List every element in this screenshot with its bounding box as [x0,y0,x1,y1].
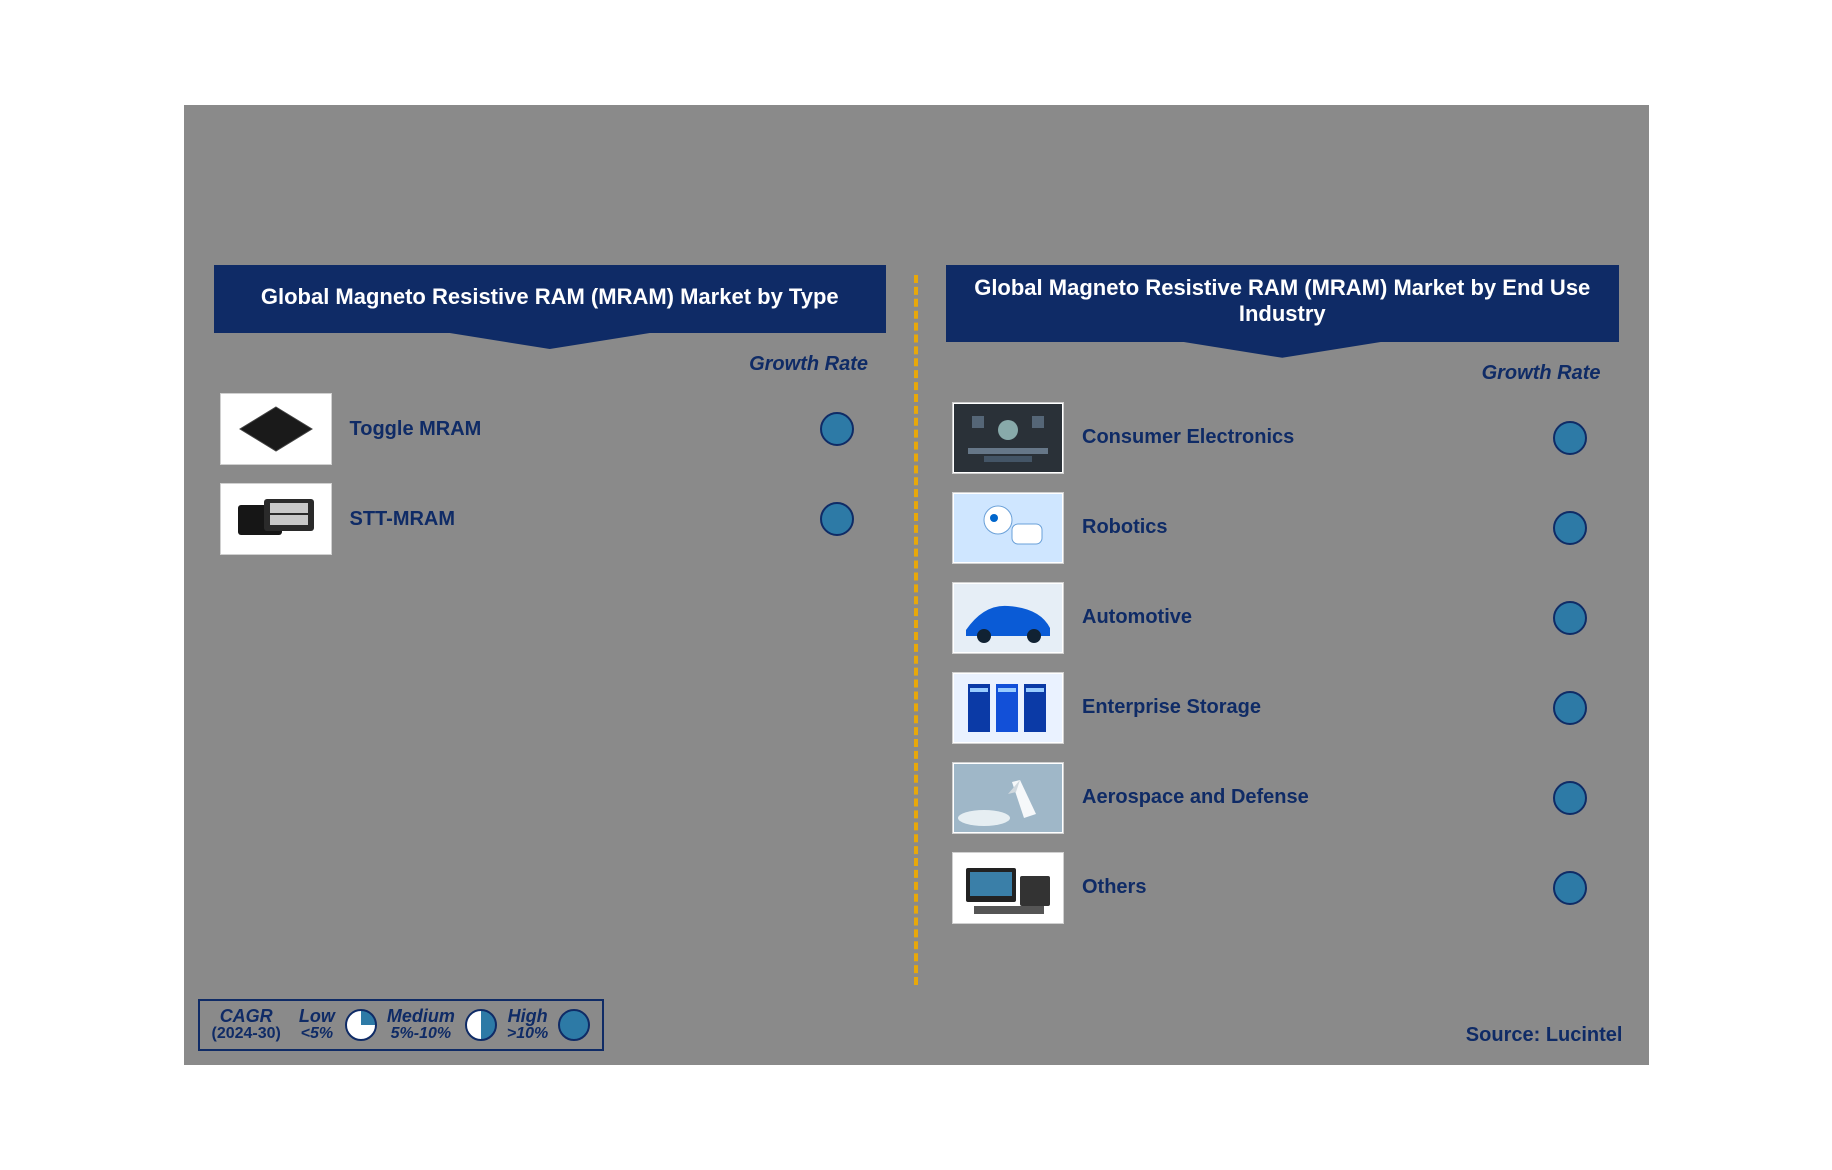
right-row-label: Robotics [1082,516,1535,539]
left-thumb-icon [220,393,332,465]
right-row-label: Enterprise Storage [1082,696,1535,719]
growth-dot-icon [820,502,854,536]
legend: CAGR (2024-30) Low<5% Medium5%-10% High>10… [198,999,605,1051]
left-panel: Global Magneto Resistive RAM (MRAM) Mark… [184,265,917,1065]
right-thumb-icon [952,762,1064,834]
left-row-label: Toggle MRAM [350,418,803,441]
legend-item-text: High>10% [507,1007,548,1043]
legend-item-range: 5%-10% [391,1026,451,1043]
right-thumb-icon [952,582,1064,654]
right-thumb-icon [952,492,1064,564]
legend-item-text: Medium5%-10% [387,1007,455,1043]
infographic-card: Global Magneto Resistive RAM (MRAM) Mark… [184,105,1649,1065]
legend-pie-icon [345,1009,377,1041]
growth-dot-icon [1553,601,1587,635]
growth-dot-icon [820,412,854,446]
legend-item-name: High [508,1007,548,1026]
growth-dot-icon [1553,781,1587,815]
vertical-divider [914,275,918,985]
legend-cagr-top: CAGR [220,1007,273,1026]
page: Global Magneto Resistive RAM (MRAM) Mark… [0,0,1832,1170]
legend-cagr-label: CAGR (2024-30) [212,1007,281,1043]
right-thumb-icon [952,852,1064,924]
left-rows: Toggle MRAM STT-MRAM [214,384,887,564]
source-label: Source: Lucintel [1466,1024,1623,1047]
left-row: STT-MRAM [214,474,887,564]
growth-dot-icon [1553,421,1587,455]
right-row: Robotics [946,483,1619,573]
right-panel: Global Magneto Resistive RAM (MRAM) Mark… [916,265,1649,1065]
legend-item-name: Low [299,1007,335,1026]
right-row: Consumer Electronics [946,393,1619,483]
legend-item-range: <5% [301,1026,333,1043]
legend-item-range: >10% [507,1026,548,1043]
right-panel-title: Global Magneto Resistive RAM (MRAM) Mark… [946,265,1619,342]
right-rows: Consumer Electronics Robotics Automotive En… [946,393,1619,933]
right-title-wrap: Global Magneto Resistive RAM (MRAM) Mark… [946,265,1619,342]
legend-items: Low<5% Medium5%-10% High>10% [299,1007,590,1043]
right-row-label: Aerospace and Defense [1082,786,1535,809]
right-thumb-icon [952,672,1064,744]
left-row: Toggle MRAM [214,384,887,474]
right-row-label: Automotive [1082,606,1535,629]
legend-item-text: Low<5% [299,1007,335,1043]
left-title-wrap: Global Magneto Resistive RAM (MRAM) Mark… [214,265,887,333]
legend-pie-icon [465,1009,497,1041]
legend-item: Low<5% [299,1007,377,1043]
left-thumb-icon [220,483,332,555]
right-row-label: Consumer Electronics [1082,426,1535,449]
legend-item-name: Medium [387,1007,455,1026]
right-row: Others [946,843,1619,933]
right-row-label: Others [1082,876,1535,899]
right-row: Aerospace and Defense [946,753,1619,843]
right-row: Enterprise Storage [946,663,1619,753]
legend-item: Medium5%-10% [387,1007,497,1043]
legend-item: High>10% [507,1007,590,1043]
legend-pie-icon [558,1009,590,1041]
right-row: Automotive [946,573,1619,663]
growth-dot-icon [1553,871,1587,905]
growth-dot-icon [1553,691,1587,725]
left-panel-title: Global Magneto Resistive RAM (MRAM) Mark… [214,265,887,333]
legend-cagr-bottom: (2024-30) [212,1026,281,1043]
growth-dot-icon [1553,511,1587,545]
left-row-label: STT-MRAM [350,508,803,531]
right-thumb-icon [952,402,1064,474]
